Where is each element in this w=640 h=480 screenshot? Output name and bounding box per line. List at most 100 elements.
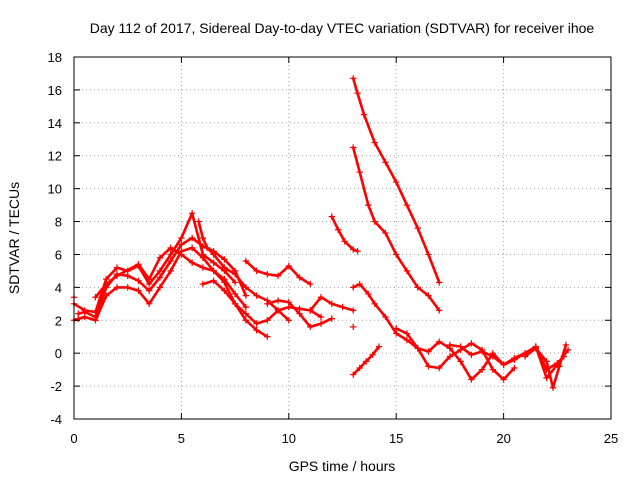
track-5-point [231,271,239,278]
track-13-point [468,340,475,347]
x-tick-label: 5 [178,431,185,446]
track-11-point [382,159,389,166]
y-tick-label: 2 [55,313,62,328]
track-13-point [403,336,411,344]
track-13-point [435,364,443,372]
track-7-point [264,271,271,278]
chart-title: Day 112 of 2017, Sidereal Day-to-day VTE… [90,20,595,36]
y-tick-label: 18 [48,50,62,65]
track-6-point [221,287,228,294]
track-11-point [435,279,443,286]
track-7-point [274,272,282,280]
track-8-point [296,310,303,317]
track-16-point [543,374,550,382]
track-11-point [414,224,421,232]
track-3-point [81,308,88,316]
track-6-point [231,300,239,308]
track-12-point [371,218,378,225]
track-11-point [403,201,411,209]
track-12-point [382,229,389,237]
track-12-point [425,292,432,299]
isolated-point [350,323,357,331]
track-11-point [371,139,378,146]
track-11-line [351,77,441,284]
track-4-point [113,272,121,280]
track-14-point [375,343,383,350]
track-6-point [242,310,250,317]
track-10-point [328,213,335,220]
track-4-point [135,261,142,268]
track-12-point [365,201,372,209]
track-16-point [500,361,507,368]
track-7-point [242,257,250,265]
track-3-point [156,274,164,281]
y-tick-label: 12 [48,149,62,164]
track-4-point [199,264,207,271]
track-13-point [446,353,454,360]
track-5-point [242,284,250,291]
track-16-point [511,356,518,363]
track-10-point [341,238,348,245]
track-8-point [285,298,292,306]
track-14-point [369,351,376,359]
track-13-point [489,366,497,373]
track-2-point [178,234,185,242]
x-tick-label: 0 [70,431,77,446]
track-3-point [178,241,185,248]
track-9-point [328,300,335,308]
track-13-line [351,282,516,381]
track-6-point [199,280,207,288]
track-4-point [210,267,217,275]
track-14-point [362,358,370,365]
track-16-point [564,346,572,354]
track-17-point [562,341,570,349]
x-tick-label: 10 [282,431,296,446]
track-1-point [156,284,164,291]
track-15-point [478,366,486,373]
track-17-point [549,384,557,391]
track-2-point [231,279,239,286]
track-9-point [350,307,357,314]
y-tick-label: 6 [55,247,62,262]
track-7-line [244,259,312,286]
grid [74,57,611,419]
track-7-point [296,274,303,281]
track-13-point [365,290,372,298]
track-10-point [354,247,361,255]
y-tick-label: 8 [55,215,62,230]
track-4-point [188,259,196,266]
track-4-point [156,254,164,261]
track-12-point [435,307,443,314]
track-11-point [360,111,368,118]
y-tick-label: 16 [48,83,62,98]
track-4-point [145,275,153,283]
track-12-point [414,284,421,291]
track-10-point [335,226,342,233]
track-4-line [94,246,248,309]
x-tick-label: 20 [496,431,510,446]
x-tick-label: 15 [389,431,403,446]
track-13-point [356,280,363,288]
track-2-point [167,251,174,258]
track-10-line [330,215,359,253]
track-7-point [253,267,260,275]
track-5-point [195,218,202,225]
track-16-line [448,343,570,380]
track-16-point [478,348,486,355]
track-10-point [350,246,357,253]
track-2-point [156,267,164,275]
track-1-point [145,300,153,308]
track-12-line [351,146,441,312]
track-15-point [457,358,464,365]
track-4-point [242,303,250,311]
track-13-point [382,313,389,321]
track-3-point [92,313,99,321]
track-17-point [556,363,563,370]
x-axis-label: GPS time / hours [289,458,396,474]
track-12-point [403,267,411,275]
track-3-point [242,292,250,299]
data-points [70,75,572,391]
track-11-point [354,90,361,97]
track-5-point [285,317,292,324]
